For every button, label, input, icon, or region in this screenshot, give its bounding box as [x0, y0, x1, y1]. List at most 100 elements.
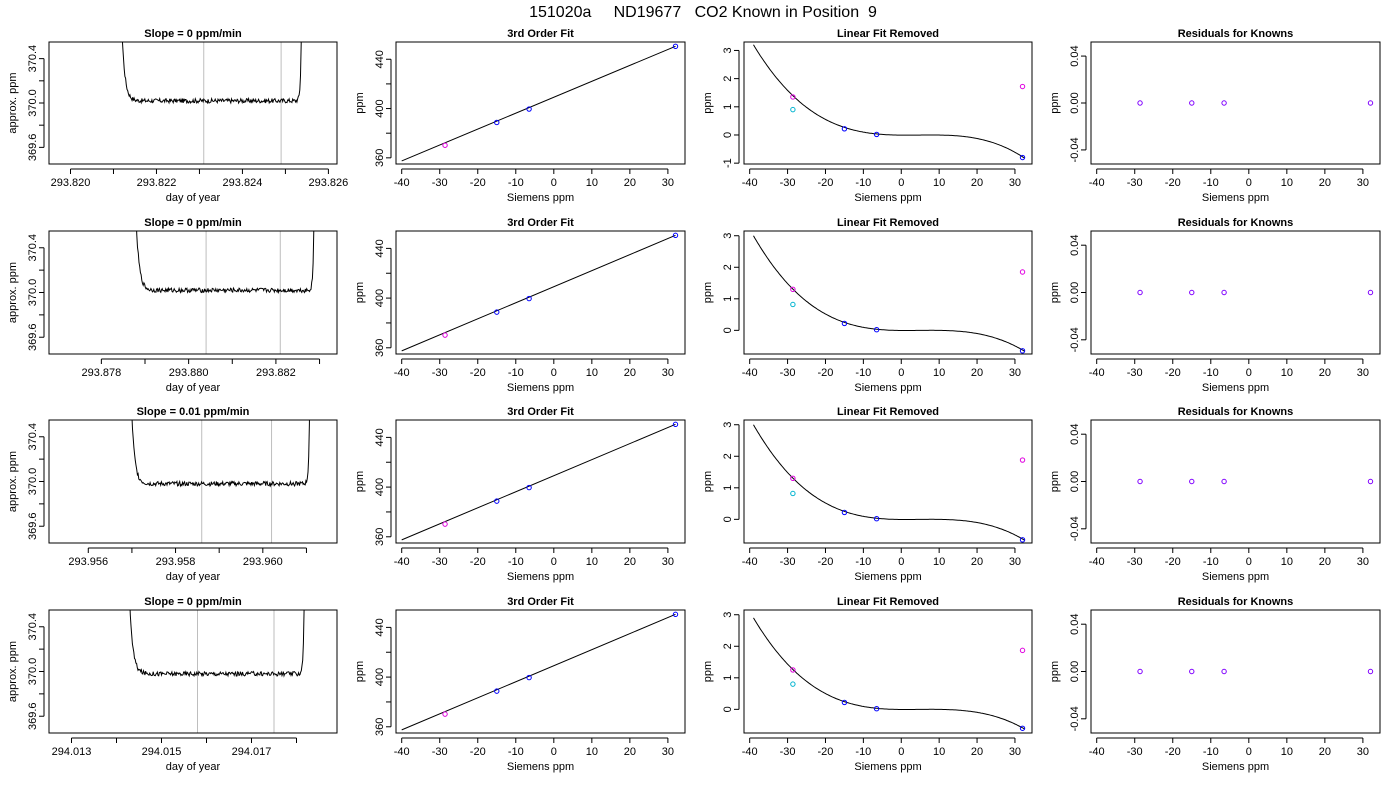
y-tick-label: 3	[722, 612, 734, 618]
data-point	[1367, 668, 1374, 675]
x-tick-label: -10	[508, 746, 524, 758]
plot-frame	[1090, 419, 1381, 544]
plot-frame	[395, 419, 686, 544]
data-point	[442, 332, 448, 338]
x-tick-label: 293.822	[137, 177, 177, 189]
y-tick-label: 1	[722, 104, 734, 110]
plot-area	[1137, 668, 1374, 675]
panel-1-0: Slope = 0 ppm/min 293.878 293.880 293.882 da…	[7, 217, 338, 394]
plot-area	[129, 610, 305, 733]
panel-title: 3rd Order Fit	[507, 406, 574, 418]
x-tick-label: 0	[551, 746, 557, 758]
y-tick-label: 440	[374, 239, 386, 257]
data-point	[873, 706, 880, 712]
x-tick-label: 30	[1009, 556, 1021, 568]
y-tick-label: 370.0	[27, 468, 39, 496]
x-tick-label: 30	[662, 367, 674, 379]
x-tick-label: -20	[818, 556, 834, 568]
x-tick-label: -10	[855, 177, 871, 189]
x-tick-label: 293.826	[309, 177, 349, 189]
x-tick-label: -20	[818, 746, 834, 758]
data-point	[873, 327, 880, 333]
plot-area	[753, 424, 1026, 543]
x-tick-label: 20	[1319, 367, 1331, 379]
plot-frame	[48, 419, 338, 544]
x-tick-label: -40	[1089, 177, 1105, 189]
y-axis-label: ppm	[1049, 661, 1061, 682]
y-axis-label: ppm	[1049, 282, 1061, 303]
data-point	[672, 421, 679, 428]
x-tick-label: 20	[624, 746, 636, 758]
panel-2-2: Linear Fit Removed-40 -30 -20 -10 0 10 20 30Sie…	[702, 406, 1033, 583]
panel-2-1: 3rd Order Fit -40 -30 -20 -10 0 10 20 30 Siemens …	[354, 406, 686, 583]
x-tick-label: 0	[1246, 177, 1252, 189]
x-tick-label: -20	[818, 177, 834, 189]
x-tick-label: 0	[1246, 556, 1252, 568]
x-tick-label: -40	[394, 746, 410, 758]
data-point	[526, 106, 532, 112]
x-tick-label: -30	[780, 746, 796, 758]
panel-title: Linear Fit Removed	[837, 28, 939, 40]
y-tick-label: 0	[722, 327, 734, 333]
x-tick-label: -10	[508, 556, 524, 568]
x-tick-label: 20	[971, 556, 983, 568]
y-tick-label: 2	[722, 76, 734, 82]
data-point	[1221, 289, 1227, 296]
panel-3-2: Linear Fit Removed-40 -30 -20 -10 0 10 20 30Sie…	[702, 596, 1033, 773]
y-tick-label: 370.4	[27, 45, 39, 73]
x-tick-label: -10	[1203, 367, 1219, 379]
x-tick-label: 30	[1357, 177, 1369, 189]
data-point	[672, 43, 679, 50]
x-tick-label: -20	[818, 367, 834, 379]
panel-0-0: Slope = 0 ppm/min 293.820 293.822 293.824 29…	[7, 28, 349, 204]
y-tick-label: -0.04	[1069, 516, 1081, 541]
data-point	[873, 516, 880, 522]
data-point	[526, 674, 532, 681]
y-tick-label: 0.04	[1069, 234, 1081, 255]
x-tick-label: 20	[1319, 746, 1331, 758]
x-tick-label: 293.878	[81, 367, 121, 379]
x-tick-label: 293.820	[51, 177, 91, 189]
panel-title: Slope = 0 ppm/min	[144, 217, 242, 229]
data-point	[841, 126, 848, 132]
plot-frame	[48, 41, 338, 165]
y-tick-label: 0.04	[1069, 613, 1081, 634]
data-point	[442, 711, 448, 717]
x-tick-label: -30	[432, 367, 448, 379]
panel-title: Slope = 0.01 ppm/min	[137, 406, 250, 418]
panel-1-1: 3rd Order Fit -40 -30 -20 -10 0 10 20 30 Siemens …	[354, 217, 686, 394]
y-tick-label: 369.6	[27, 323, 39, 351]
data-point	[790, 94, 796, 100]
data-point	[494, 309, 500, 315]
plot-frame	[743, 41, 1033, 165]
data-point	[1019, 725, 1026, 731]
y-axis-label: approx. ppm	[7, 262, 19, 323]
x-axis-label: Siemens ppm	[854, 192, 921, 204]
x-tick-label: 30	[1357, 746, 1369, 758]
panel-title: Linear Fit Removed	[837, 217, 939, 229]
x-tick-label: 20	[624, 556, 636, 568]
y-axis-label: ppm	[702, 661, 714, 682]
data-point	[1221, 478, 1227, 485]
y-tick-label: 0.00	[1069, 471, 1081, 492]
x-axis-label: Siemens ppm	[1202, 761, 1269, 773]
panel-1-3: Residuals for Knowns -40 -30 -20 -10 0 10 20 30 S…	[1049, 217, 1381, 394]
data-point	[790, 681, 796, 687]
y-axis-label: approx. ppm	[7, 72, 19, 133]
data-point	[494, 119, 500, 126]
y-tick-label: 440	[374, 50, 386, 68]
fit-line	[401, 234, 676, 352]
data-point	[1189, 668, 1195, 675]
y-tick-label: 0.04	[1069, 423, 1081, 444]
cubic-fit-curve	[753, 44, 1025, 159]
y-tick-label: 400	[374, 478, 386, 496]
x-axis-label: Siemens ppm	[854, 761, 921, 773]
x-tick-label: 30	[1009, 367, 1021, 379]
x-tick-label: 10	[933, 556, 945, 568]
x-tick-label: -10	[855, 367, 871, 379]
panel-title: Linear Fit Removed	[837, 596, 939, 608]
y-tick-label: -0.04	[1069, 706, 1081, 731]
data-point	[672, 611, 679, 618]
data-point	[442, 142, 448, 148]
